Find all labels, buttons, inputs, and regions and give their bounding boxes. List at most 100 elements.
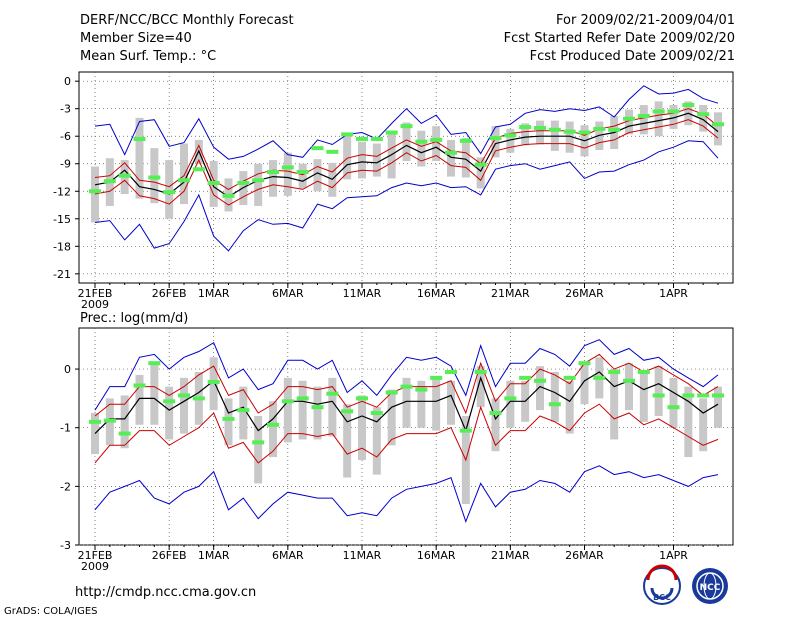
prec-year-label: 2009 bbox=[81, 560, 109, 573]
member-size: Member Size=40 bbox=[80, 31, 192, 46]
temp-mean-minus-sd-line bbox=[94, 119, 719, 206]
prec-max-line bbox=[94, 339, 719, 411]
temp-member-box bbox=[135, 117, 144, 199]
temp-max-line bbox=[94, 85, 719, 160]
prec-marker bbox=[356, 396, 368, 401]
temp-marker bbox=[237, 181, 250, 186]
temp-min-line bbox=[94, 140, 719, 252]
prec-xtick-label: 26MAR bbox=[565, 549, 604, 562]
prec-member-box bbox=[313, 386, 322, 440]
temp-xtick-label: 21FEB bbox=[78, 287, 113, 300]
prec-marker bbox=[682, 393, 695, 398]
temp-member-box bbox=[461, 138, 470, 178]
prec-member-box bbox=[254, 415, 263, 484]
temp-marker bbox=[133, 136, 146, 141]
prec-marker bbox=[341, 409, 354, 414]
prec-member-box bbox=[328, 377, 337, 437]
prec-member-box bbox=[358, 395, 366, 460]
temp-marker bbox=[504, 133, 517, 138]
prec-member-box bbox=[669, 377, 678, 428]
prec-marker bbox=[430, 375, 443, 380]
prec-member-box bbox=[150, 363, 159, 425]
prec-ensemble-mean-line bbox=[94, 371, 719, 435]
temp-marker bbox=[474, 162, 487, 167]
temp-marker bbox=[296, 169, 309, 174]
grads-credit: GrADS: COLA/IGES bbox=[4, 606, 98, 617]
prec-member-box bbox=[565, 380, 574, 434]
temp-marker bbox=[667, 109, 680, 114]
prec-marker bbox=[593, 375, 606, 380]
source-url[interactable]: http://cmdp.ncc.cma.gov.cn bbox=[75, 585, 256, 600]
temp-marker bbox=[697, 112, 710, 117]
prec-xtick-label: 26FEB bbox=[152, 549, 187, 562]
prec-marker bbox=[504, 396, 517, 401]
prec-marker bbox=[474, 369, 487, 374]
forecast-period: For 2009/02/21-2009/04/01 bbox=[556, 13, 735, 28]
prec-member-box bbox=[447, 380, 455, 425]
temp-marker bbox=[385, 130, 398, 135]
temp-xtick-label: 6MAR bbox=[272, 287, 304, 300]
prec-member-box bbox=[699, 398, 708, 452]
temp-marker bbox=[548, 127, 561, 132]
prec-ytick-label: -3 bbox=[60, 539, 71, 552]
prec-member-box bbox=[165, 386, 174, 440]
temp-xtick-label: 26MAR bbox=[565, 287, 604, 300]
temp-member-box bbox=[283, 152, 292, 196]
temp-mean-plus-sd-line bbox=[94, 108, 719, 190]
prec-marker bbox=[623, 378, 635, 383]
temp-marker bbox=[192, 167, 205, 172]
temp-marker bbox=[178, 178, 190, 183]
prec-marker bbox=[385, 390, 398, 395]
prec-marker bbox=[652, 393, 665, 398]
prec-member-box bbox=[343, 404, 352, 478]
bcc-logo-text: BCC bbox=[653, 593, 671, 602]
precip-title: Prec.: log(mm/d) bbox=[80, 311, 188, 326]
temp-member-box bbox=[625, 109, 633, 135]
prec-member-box bbox=[580, 363, 589, 405]
prec-marker bbox=[118, 431, 131, 436]
temp-marker bbox=[712, 122, 724, 127]
prec-marker bbox=[697, 393, 710, 398]
temp-marker bbox=[445, 150, 457, 155]
prec-member-box bbox=[224, 398, 233, 446]
temperature-chart: 0 -3 -6 -9 -12 -15 -18 -21 21FEB 26FEB 1MAR 6MAR 11M… bbox=[53, 71, 734, 311]
prec-member-box bbox=[402, 377, 411, 428]
temp-member-box bbox=[639, 105, 648, 135]
temp-member-box bbox=[180, 143, 188, 205]
temp-member-box bbox=[669, 105, 678, 129]
temp-marker bbox=[623, 116, 635, 121]
prec-member-box bbox=[536, 366, 544, 411]
temp-xtick-label: 11MAR bbox=[343, 287, 382, 300]
prec-marker bbox=[296, 396, 309, 401]
temp-xtick-label: 1APR bbox=[659, 287, 688, 300]
prec-member-box bbox=[491, 398, 500, 452]
temp-marker bbox=[608, 127, 621, 132]
temp-marker bbox=[103, 179, 116, 184]
temp-marker bbox=[356, 136, 368, 141]
prec-member-box bbox=[283, 377, 292, 443]
prec-member-box bbox=[476, 366, 485, 408]
prec-marker bbox=[445, 369, 457, 374]
temp-member-box bbox=[298, 163, 307, 189]
prec-member-box bbox=[610, 369, 619, 440]
prec-marker bbox=[608, 369, 621, 374]
prec-marker bbox=[207, 379, 220, 384]
prec-member-box bbox=[625, 363, 633, 411]
temp-marker bbox=[148, 175, 161, 180]
prec-xtick-label: 16MAR bbox=[417, 549, 456, 562]
prec-member-box bbox=[239, 386, 248, 440]
prec-marker bbox=[311, 405, 324, 410]
temp-marker bbox=[430, 137, 443, 142]
temp-marker bbox=[534, 125, 546, 130]
prec-xtick-label: 21FEB bbox=[78, 549, 113, 562]
start-date: Fcst Started Refer Date 2009/02/20 bbox=[504, 31, 735, 46]
temp-marker bbox=[267, 169, 279, 174]
temp-marker bbox=[311, 146, 324, 151]
temp-marker bbox=[400, 124, 413, 129]
temp-ytick-label: -21 bbox=[53, 268, 71, 281]
variable-label: Mean Surf. Temp.: °C bbox=[80, 49, 216, 64]
prec-marker bbox=[267, 422, 279, 427]
prec-marker bbox=[252, 440, 265, 445]
temp-ytick-label: -12 bbox=[53, 185, 71, 198]
